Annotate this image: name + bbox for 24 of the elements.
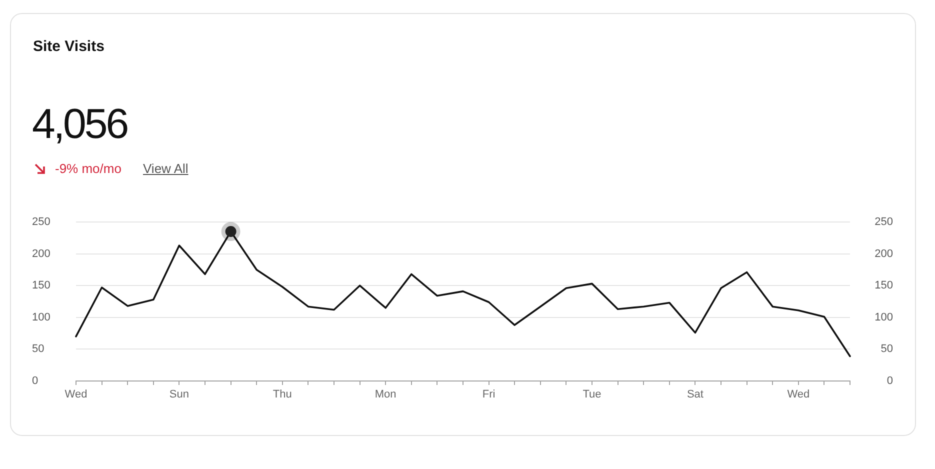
x-tick-label: Mon bbox=[374, 388, 396, 401]
x-tick-label: Wed bbox=[64, 388, 88, 401]
y-tick-label: 200 bbox=[32, 248, 50, 260]
x-tick-label: Wed bbox=[787, 388, 810, 401]
y-tick-label: 50 bbox=[32, 343, 44, 356]
y2-tick-label: 50 bbox=[880, 343, 893, 356]
x-tick-label: Sun bbox=[169, 388, 189, 401]
y-tick-label: 100 bbox=[32, 311, 50, 324]
x-tick-label: Sat bbox=[686, 388, 704, 401]
y2-tick-label: 250 bbox=[874, 216, 893, 228]
x-tick-label: Thu bbox=[272, 388, 292, 401]
y2-tick-label: 150 bbox=[874, 280, 893, 292]
y-tick-label: 150 bbox=[32, 280, 50, 292]
y-tick-label: 250 bbox=[32, 216, 50, 228]
y2-tick-label: 200 bbox=[874, 248, 893, 260]
y-tick-label: 0 bbox=[32, 375, 38, 388]
text: -9% mo/mo bbox=[55, 161, 122, 177]
x-tick-label: Fri bbox=[482, 388, 496, 401]
y2-tick-label: 100 bbox=[874, 311, 893, 324]
x-tick-label: Tue bbox=[582, 388, 602, 401]
chart-title: Site Visits bbox=[33, 38, 104, 56]
text: 4,056 bbox=[32, 100, 128, 147]
y2-tick-label: 0 bbox=[886, 375, 893, 388]
text: View All bbox=[143, 161, 188, 177]
